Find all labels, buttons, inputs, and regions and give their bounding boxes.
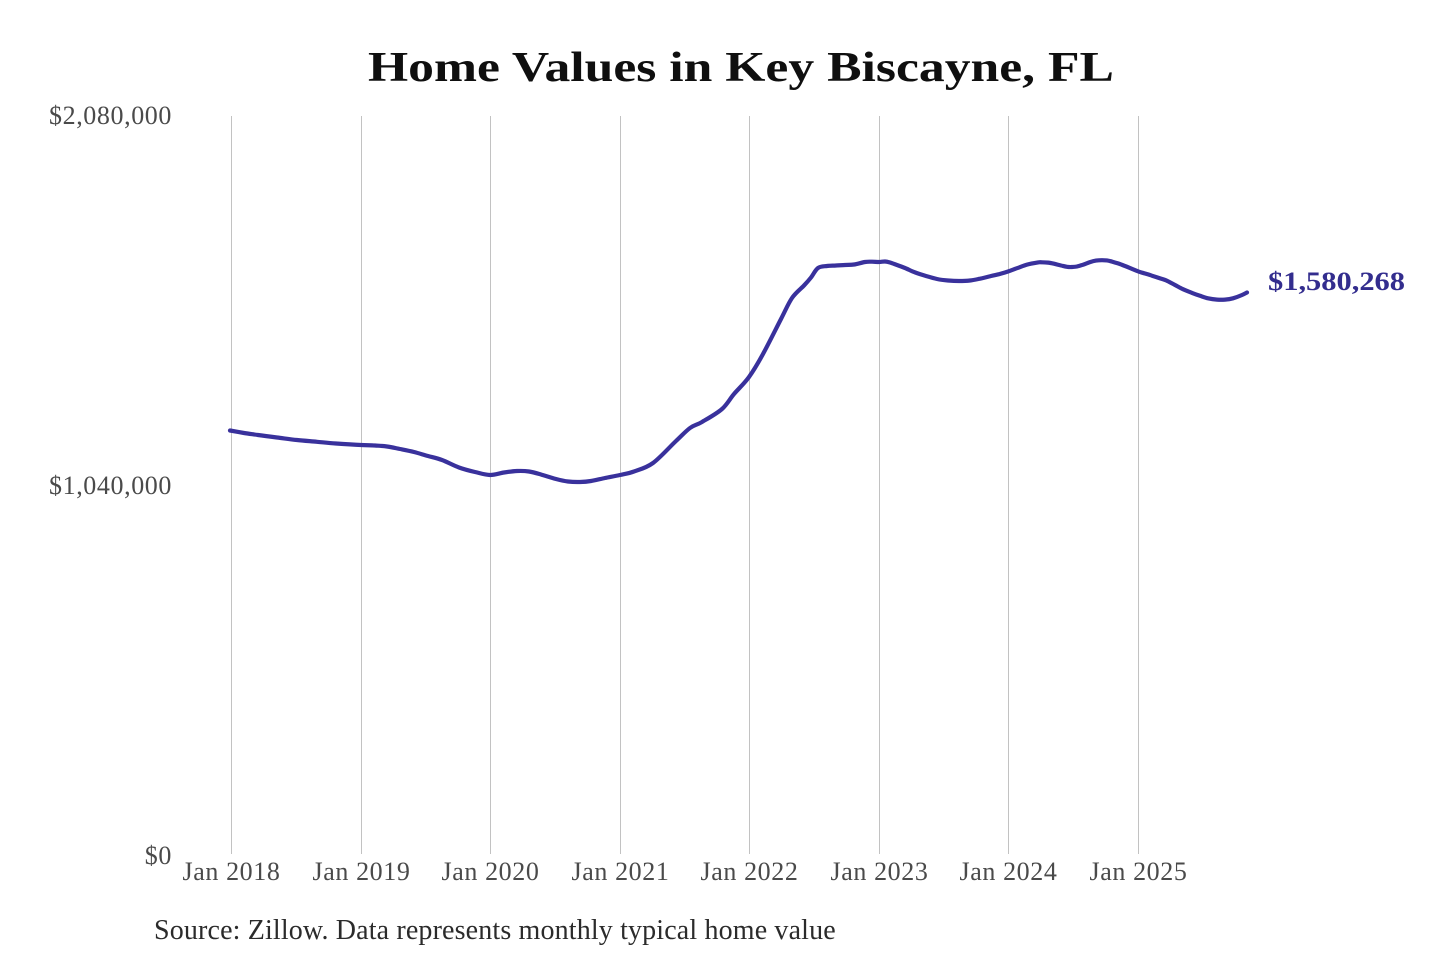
svg-text:Source: Zillow. Data represent: Source: Zillow. Data represents monthly … <box>154 915 836 946</box>
svg-text:Jan 2019: Jan 2019 <box>313 857 411 886</box>
svg-text:Jan 2023: Jan 2023 <box>831 857 929 886</box>
svg-text:$1,040,000: $1,040,000 <box>49 471 172 500</box>
svg-text:Jan 2020: Jan 2020 <box>442 857 540 886</box>
svg-text:Jan 2024: Jan 2024 <box>960 857 1058 886</box>
svg-text:$0: $0 <box>145 841 172 870</box>
svg-text:Jan 2025: Jan 2025 <box>1090 857 1188 886</box>
svg-text:Home Values in Key Biscayne, F: Home Values in Key Biscayne, FL <box>368 45 1114 91</box>
svg-text:Jan 2018: Jan 2018 <box>183 857 281 886</box>
svg-text:Jan 2021: Jan 2021 <box>572 857 670 886</box>
svg-text:$1,580,268: $1,580,268 <box>1268 267 1405 296</box>
svg-text:$2,080,000: $2,080,000 <box>49 101 172 130</box>
svg-text:Jan 2022: Jan 2022 <box>701 857 799 886</box>
